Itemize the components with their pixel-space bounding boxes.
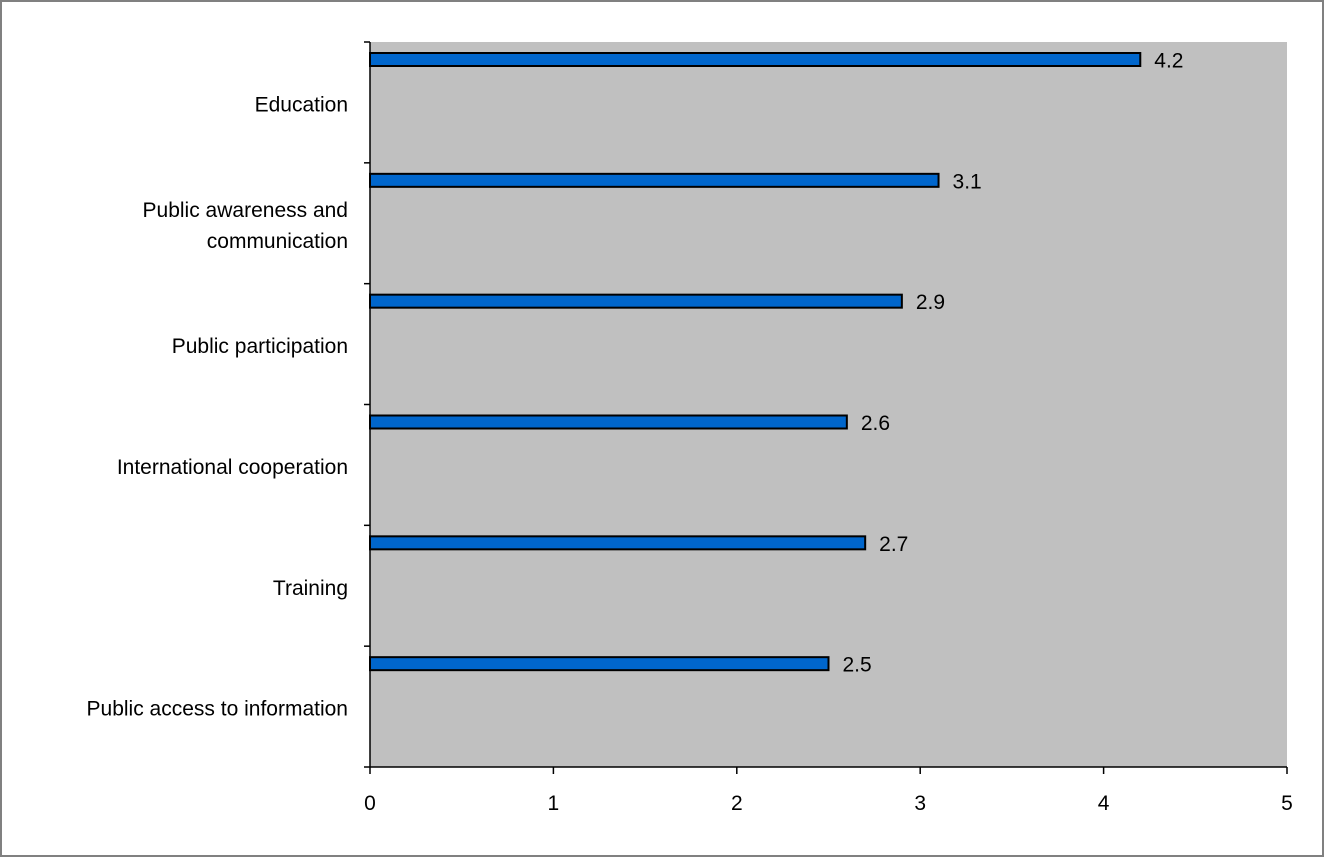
category-label: International cooperation: [117, 456, 348, 479]
category-label: Training: [273, 577, 348, 600]
plot-area: [370, 42, 1287, 767]
data-label: 3.1: [953, 170, 982, 193]
bars-layer: [369, 52, 1142, 672]
category-label: Public access to information: [87, 698, 348, 721]
data-label: 2.9: [916, 291, 945, 314]
bar: [369, 293, 903, 309]
category-label: Education: [255, 93, 348, 116]
x-tick-label: 3: [914, 792, 926, 815]
bar: [369, 172, 940, 188]
x-tick-label: 1: [548, 792, 560, 815]
x-tick-label: 4: [1098, 792, 1110, 815]
x-tick-label: 2: [731, 792, 743, 815]
bar: [369, 52, 1142, 67]
category-label: Public awareness and: [143, 199, 348, 222]
x-tick-label: 5: [1281, 792, 1293, 815]
labels-layer: 4.2 Education 3.1 Public awareness and commu…: [87, 50, 1293, 816]
category-label: Public participation: [172, 335, 348, 358]
axes-layer: [364, 41, 1288, 774]
data-label: 2.6: [861, 412, 890, 435]
data-label: 2.7: [879, 533, 908, 556]
x-tick-label: 0: [364, 792, 376, 815]
bar: [369, 656, 830, 672]
data-label: 4.2: [1154, 50, 1183, 73]
category-label: communication: [207, 230, 348, 253]
data-label: 2.5: [843, 654, 872, 677]
bar: [369, 414, 848, 430]
bar: [369, 535, 867, 551]
